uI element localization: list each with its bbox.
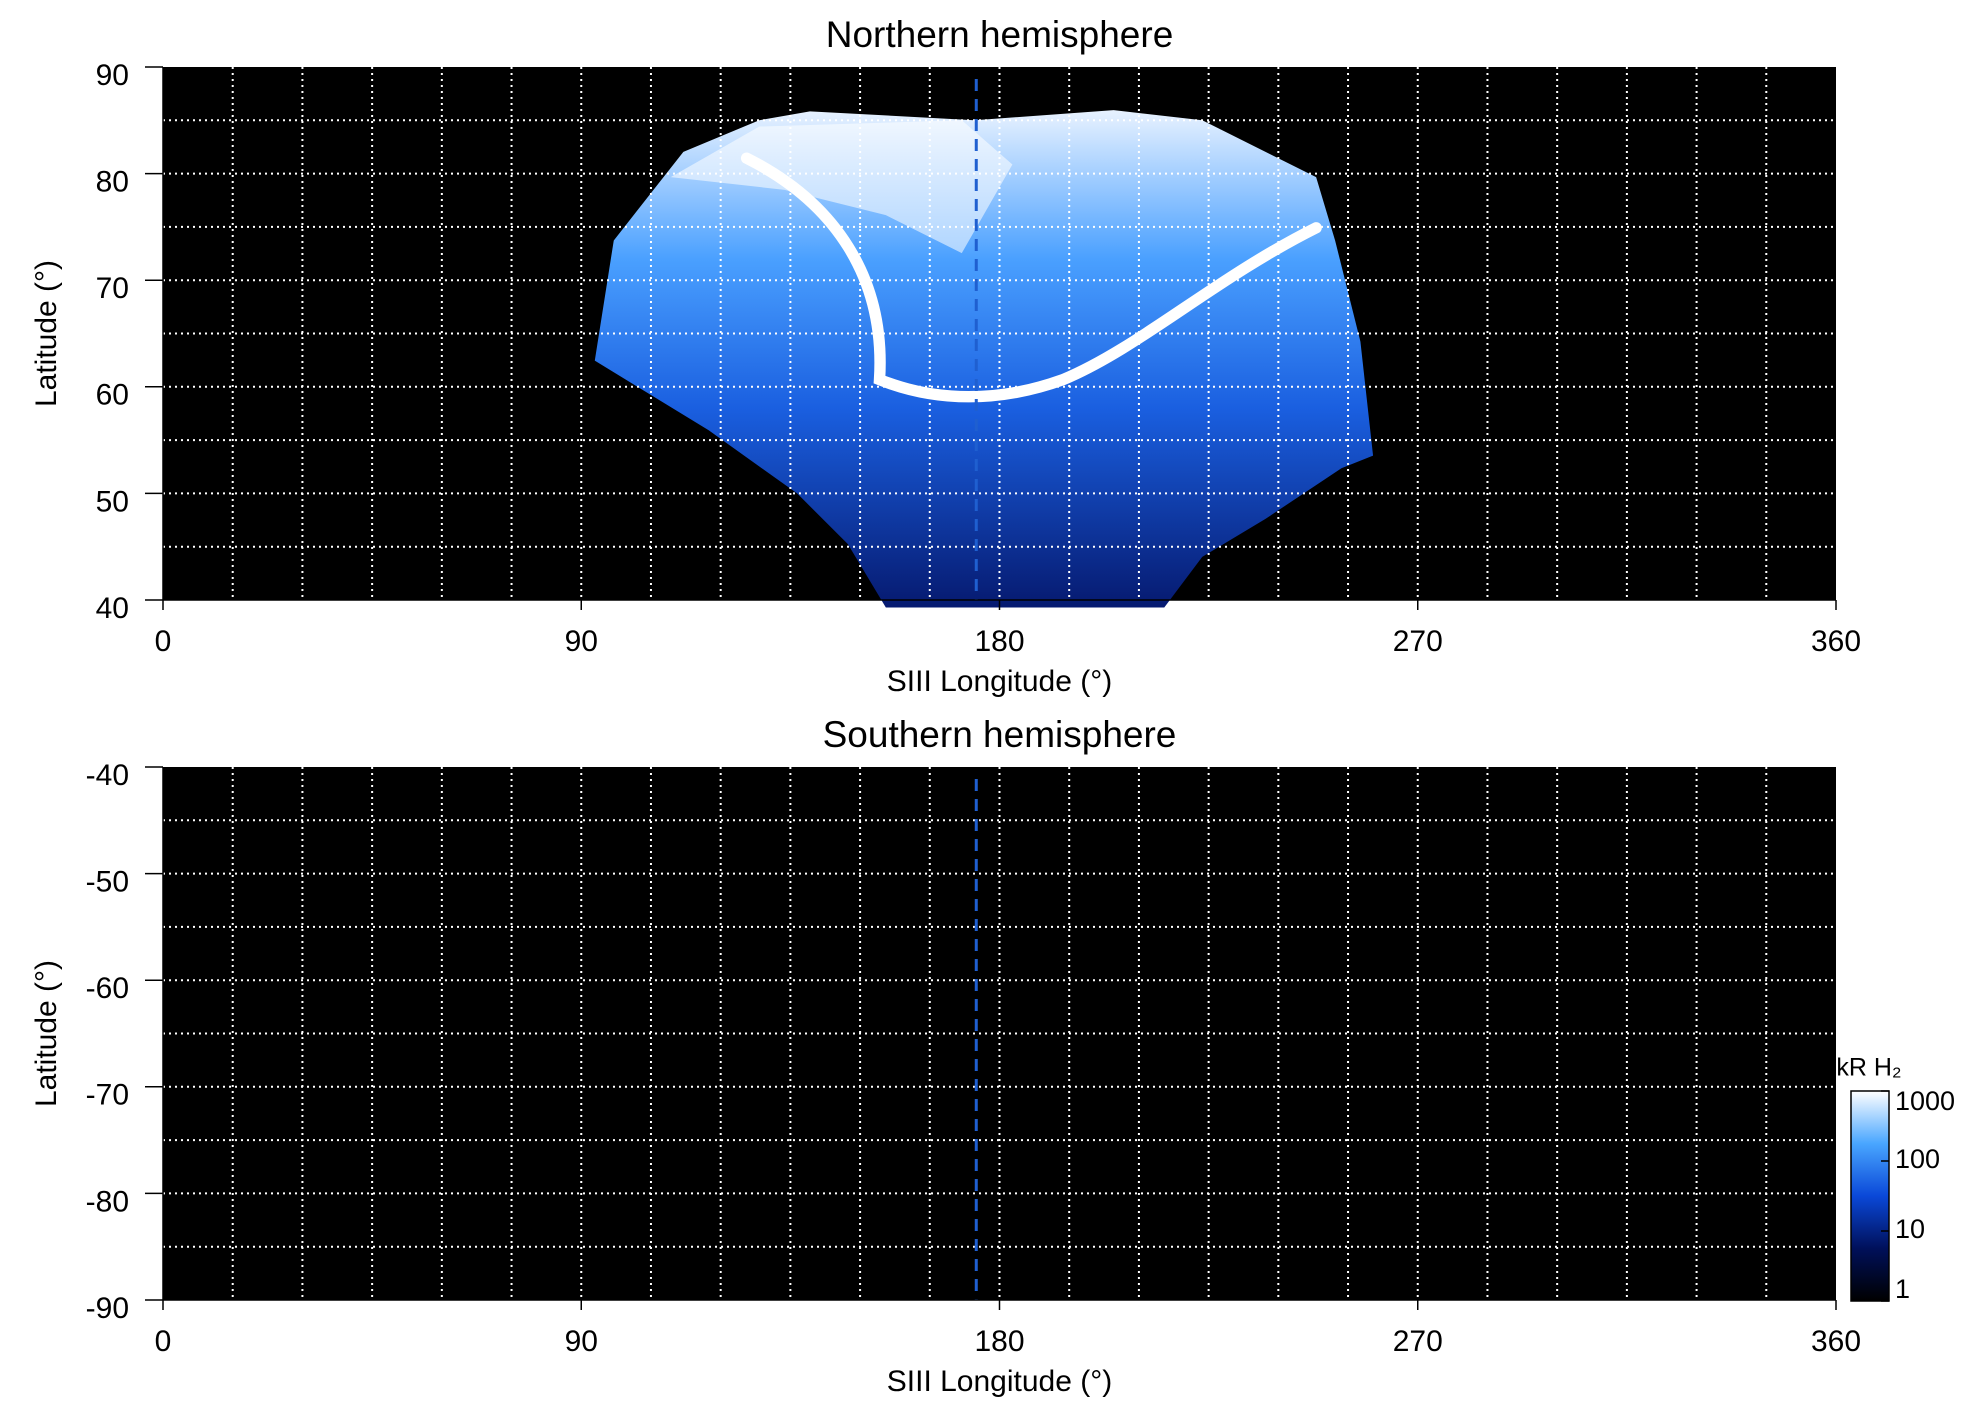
x-tick-label: 0: [155, 1325, 172, 1358]
x-tick-label: 0: [155, 625, 172, 658]
x-tick-label: 180: [974, 625, 1024, 658]
auroral-oval: [740, 152, 1322, 403]
x-tick-label: 270: [1393, 625, 1443, 658]
x-axis-label: SIII Longitude (°): [887, 1365, 1112, 1398]
x-axis-label: SIII Longitude (°): [887, 665, 1112, 698]
y-axis-label: Latitude (°): [30, 960, 63, 1107]
colorbar-tick-label: 100: [1895, 1144, 1940, 1174]
y-tick-label: 40: [96, 592, 129, 625]
colorbar-tick-label: 1000: [1895, 1086, 1955, 1116]
colorbar-label: kR H₂: [1836, 1054, 1901, 1082]
y-tick-label: -40: [86, 759, 129, 792]
x-tick-label: 90: [565, 625, 598, 658]
y-tick-label: 90: [96, 59, 129, 92]
x-tick-label: 360: [1811, 1325, 1861, 1358]
y-tick-label: 80: [96, 166, 129, 199]
y-axis-label: Latitude (°): [30, 260, 63, 407]
colorbar-tick-label: 10: [1895, 1214, 1925, 1244]
x-tick-label: 360: [1811, 625, 1861, 658]
y-tick-label: 50: [96, 485, 129, 518]
y-tick-label: -50: [86, 866, 129, 899]
colorbar-tick-label: 1: [1895, 1274, 1910, 1304]
y-tick-label: -60: [86, 972, 129, 1005]
x-tick-label: 180: [974, 1325, 1024, 1358]
y-tick-label: -80: [86, 1185, 129, 1218]
y-tick-label: 70: [96, 272, 129, 305]
emission-image: [594, 110, 1374, 608]
chart-title: Northern hemisphere: [826, 14, 1174, 55]
emission-region: [594, 110, 1374, 608]
colorbar: [1850, 1090, 1890, 1302]
x-tick-label: 270: [1393, 1325, 1443, 1358]
y-tick-label: -70: [86, 1079, 129, 1112]
y-tick-label: -90: [86, 1292, 129, 1325]
chart-title: Southern hemisphere: [823, 714, 1177, 755]
y-tick-label: 60: [96, 379, 129, 412]
polar-emission: [670, 120, 1013, 254]
x-tick-label: 90: [565, 1325, 598, 1358]
